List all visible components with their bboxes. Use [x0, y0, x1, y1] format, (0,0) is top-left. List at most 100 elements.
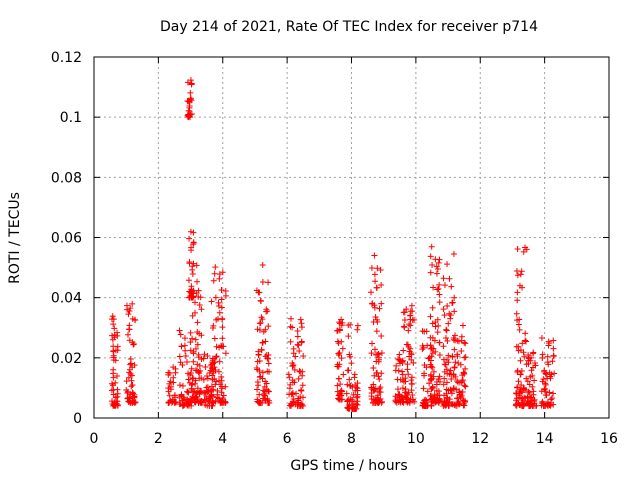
data-point: [550, 352, 557, 359]
data-point: [403, 395, 410, 402]
data-point: [458, 348, 465, 355]
data-point: [401, 316, 408, 323]
data-point: [456, 388, 463, 395]
data-point: [170, 374, 177, 381]
data-point: [262, 326, 269, 333]
data-point: [529, 372, 536, 379]
data-point: [429, 261, 436, 268]
data-point: [111, 334, 118, 341]
data-point: [265, 360, 272, 367]
data-point: [523, 246, 530, 253]
data-point: [461, 339, 468, 346]
data-point: [431, 391, 438, 398]
data-point: [436, 352, 443, 359]
data-point: [405, 327, 412, 334]
data-point: [129, 364, 136, 371]
data-point: [444, 394, 451, 401]
data-point: [429, 304, 436, 311]
data-point: [186, 260, 193, 267]
data-point: [371, 302, 378, 309]
data-point: [109, 398, 116, 405]
data-point: [531, 359, 538, 366]
grid-lines: [94, 57, 609, 418]
data-point: [171, 392, 178, 399]
data-point: [196, 302, 203, 309]
data-point: [176, 382, 183, 389]
data-point: [522, 337, 529, 344]
data-point: [343, 390, 350, 397]
data-point: [455, 338, 462, 345]
data-point: [394, 386, 401, 393]
data-point: [298, 324, 305, 331]
data-point: [543, 401, 550, 408]
data-point: [447, 367, 454, 374]
data-point: [211, 270, 218, 277]
data-point: [427, 377, 434, 384]
data-point: [452, 402, 459, 409]
data-point: [539, 351, 546, 358]
data-point: [198, 399, 205, 406]
data-point: [443, 326, 450, 333]
data-point: [526, 389, 533, 396]
data-point: [451, 364, 458, 371]
data-point: [400, 347, 407, 354]
data-point: [448, 400, 455, 407]
data-point: [190, 348, 197, 355]
data-point: [392, 367, 399, 374]
data-point: [452, 332, 459, 339]
data-point: [347, 353, 354, 360]
data-point: [378, 332, 385, 339]
data-point: [194, 328, 201, 335]
data-point: [213, 354, 220, 361]
data-point: [261, 383, 268, 390]
data-point: [181, 342, 188, 349]
data-point: [201, 351, 208, 358]
data-point: [514, 368, 521, 375]
data-point: [185, 389, 192, 396]
data-point: [404, 361, 411, 368]
data-point: [442, 361, 449, 368]
data-point: [187, 329, 194, 336]
data-point: [400, 399, 407, 406]
data-point: [264, 308, 271, 315]
data-point: [194, 385, 201, 392]
data-point: [517, 357, 524, 364]
data-point: [428, 243, 435, 250]
data-point: [189, 266, 196, 273]
data-point: [453, 386, 460, 393]
y-tick-labels: 0 0.02 0.04 0.06 0.08 0.1 0.12: [51, 50, 82, 427]
data-point: [374, 265, 381, 272]
data-point: [203, 384, 210, 391]
data-point: [192, 399, 199, 406]
data-point: [371, 346, 378, 353]
data-point: [176, 327, 183, 334]
data-point: [396, 393, 403, 400]
data-point: [430, 373, 437, 380]
data-point: [377, 267, 384, 274]
data-point: [212, 381, 219, 388]
data-point: [457, 394, 464, 401]
data-point: [216, 358, 223, 365]
data-point: [345, 322, 352, 329]
data-point: [408, 374, 415, 381]
data-point: [421, 328, 428, 335]
data-point: [338, 355, 345, 362]
data-point: [290, 396, 297, 403]
data-point: [403, 306, 410, 313]
data-point: [541, 368, 548, 375]
data-point: [220, 392, 227, 399]
data-point: [445, 320, 452, 327]
data-point: [289, 360, 296, 367]
data-point: [196, 375, 203, 382]
data-point: [262, 378, 269, 385]
data-point: [374, 394, 381, 401]
data-point: [261, 395, 268, 402]
data-point: [427, 253, 434, 260]
data-point: [198, 306, 205, 313]
data-point: [114, 393, 121, 400]
data-point: [197, 398, 204, 405]
data-point: [293, 390, 300, 397]
data-point: [441, 361, 448, 368]
data-point: [256, 374, 263, 381]
data-point: [168, 383, 175, 390]
